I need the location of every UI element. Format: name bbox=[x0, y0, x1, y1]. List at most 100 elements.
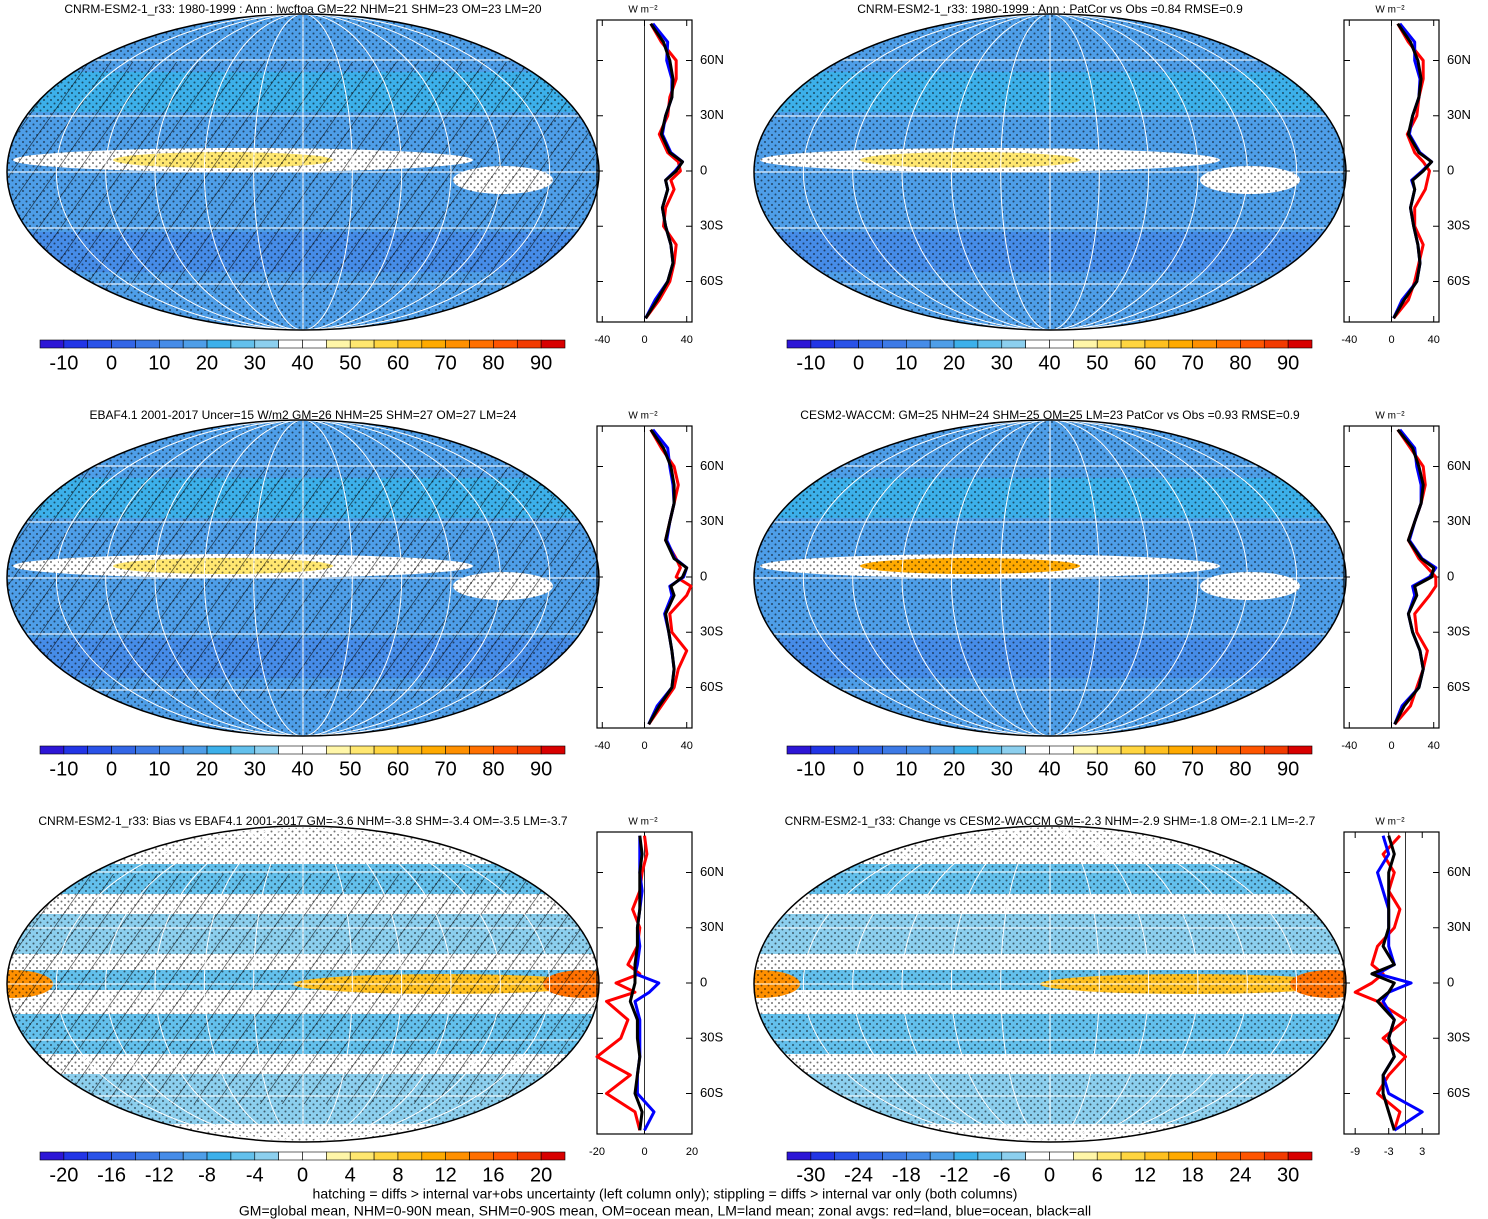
colorbar-label: 80 bbox=[482, 352, 504, 374]
colorbar-box bbox=[953, 745, 979, 755]
colorbar-box bbox=[1216, 339, 1241, 349]
colorbar-box bbox=[302, 1151, 327, 1161]
y-tick-label: 30N bbox=[1447, 513, 1471, 528]
map-border bbox=[753, 13, 1347, 331]
colorbar-box bbox=[230, 1151, 256, 1161]
colorbar-label: 0 bbox=[1044, 1164, 1055, 1186]
graticule bbox=[105, 420, 501, 736]
units-label: W m⁻² bbox=[628, 5, 658, 16]
colorbar-label: 0 bbox=[106, 352, 117, 374]
x-tick-label: 0 bbox=[1388, 740, 1394, 752]
y-tick-label: 0 bbox=[700, 162, 707, 177]
colorbar-label: 0 bbox=[106, 758, 117, 780]
zonal-line bbox=[1392, 22, 1434, 320]
x-tick-label: 0 bbox=[641, 1146, 647, 1158]
colorbar-box bbox=[63, 745, 89, 755]
colorbar-label: -24 bbox=[844, 1164, 873, 1186]
colorbar-label: 0 bbox=[853, 352, 864, 374]
x-tick-label: 0 bbox=[641, 334, 647, 346]
colorbar-box bbox=[373, 745, 399, 755]
colorbar-box bbox=[882, 1151, 907, 1161]
colorbar-box bbox=[445, 745, 470, 755]
y-tick-label: 60N bbox=[1447, 458, 1471, 473]
colorbar-box bbox=[254, 339, 279, 349]
colorbar-label: -20 bbox=[49, 1164, 78, 1186]
y-tick-label: 60N bbox=[700, 864, 724, 879]
colorbar-box bbox=[278, 1151, 303, 1161]
colorbar-label: 0 bbox=[297, 1164, 308, 1186]
colorbar-label: 40 bbox=[291, 352, 313, 374]
colorbar-label: 60 bbox=[387, 758, 409, 780]
graticule bbox=[55, 420, 551, 736]
colorbar-box bbox=[953, 339, 979, 349]
colorbar-box bbox=[1168, 745, 1193, 755]
graticule bbox=[852, 826, 1248, 1142]
colorbar-box bbox=[493, 339, 518, 349]
map-border bbox=[753, 419, 1347, 737]
colorbar-label: 18 bbox=[1182, 1164, 1204, 1186]
zonal-line bbox=[647, 428, 693, 726]
colorbar-box bbox=[1025, 1151, 1050, 1161]
graticule bbox=[950, 14, 1150, 330]
y-tick-label: 60N bbox=[1447, 864, 1471, 879]
colorbar-box bbox=[1263, 339, 1289, 349]
colorbar-box bbox=[326, 745, 351, 755]
graticule bbox=[901, 826, 1199, 1142]
colorbar-box bbox=[63, 1151, 89, 1161]
panel-title: CNRM-ESM2-1_r33: Bias vs EBAF4.1 2001-20… bbox=[38, 814, 568, 828]
graticule bbox=[852, 420, 1248, 736]
colorbar-box bbox=[469, 339, 494, 349]
colorbar-box bbox=[516, 1151, 542, 1161]
units-label: W m⁻² bbox=[628, 411, 658, 422]
colorbar-label: 70 bbox=[435, 352, 457, 374]
x-tick-label: -40 bbox=[1341, 740, 1357, 752]
colorbar-label: 50 bbox=[1086, 758, 1108, 780]
x-tick-label: -9 bbox=[1350, 1146, 1360, 1158]
map-border bbox=[6, 419, 600, 737]
y-tick-label: 30N bbox=[700, 107, 724, 122]
colorbar-box bbox=[1192, 1151, 1217, 1161]
colorbar-box bbox=[302, 339, 327, 349]
colorbar-label: -10 bbox=[49, 758, 78, 780]
colorbar-label: 90 bbox=[530, 758, 552, 780]
colorbar-label: 80 bbox=[1229, 352, 1251, 374]
colorbar-label: 6 bbox=[1092, 1164, 1103, 1186]
colorbar-box bbox=[39, 745, 65, 755]
colorbar-box bbox=[493, 745, 518, 755]
y-tick-label: 60S bbox=[700, 1085, 723, 1100]
map bbox=[754, 420, 1346, 736]
units-label: W m⁻² bbox=[628, 817, 658, 828]
colorbar-box bbox=[159, 745, 184, 755]
y-tick-label: 30N bbox=[700, 919, 724, 934]
graticule bbox=[950, 826, 1150, 1142]
colorbar-box bbox=[1096, 745, 1122, 755]
y-tick-label: 60N bbox=[700, 52, 724, 67]
colorbar-box bbox=[111, 339, 136, 349]
colorbar-label: 80 bbox=[1229, 758, 1251, 780]
colorbar-box bbox=[977, 339, 1003, 349]
colorbar-box bbox=[278, 339, 303, 349]
colorbar-box bbox=[421, 1151, 446, 1161]
colorbar-box bbox=[1120, 1151, 1146, 1161]
panel-title: CESM2-WACCM: GM=25 NHM=24 SHM=25 OM=25 L… bbox=[800, 408, 1300, 422]
colorbar-box bbox=[1120, 745, 1146, 755]
colorbar-box bbox=[469, 1151, 494, 1161]
colorbar-box bbox=[1240, 339, 1265, 349]
y-tick-label: 0 bbox=[700, 974, 707, 989]
colorbar-box bbox=[929, 745, 955, 755]
colorbar-label: 16 bbox=[482, 1164, 504, 1186]
y-tick-label: 30N bbox=[1447, 107, 1471, 122]
map bbox=[7, 420, 599, 736]
colorbar-box bbox=[1073, 1151, 1098, 1161]
colorbar-label: 30 bbox=[244, 758, 266, 780]
colorbar-box bbox=[349, 745, 375, 755]
colorbar-label: 12 bbox=[1134, 1164, 1156, 1186]
colorbar-box bbox=[349, 339, 375, 349]
panel: CNRM-ESM2-1_r33: Bias vs EBAF4.1 2001-20… bbox=[6, 814, 724, 1186]
graticule bbox=[802, 14, 1298, 330]
map bbox=[754, 826, 1346, 1142]
colorbar-label: 90 bbox=[530, 352, 552, 374]
colorbar-label: 70 bbox=[1182, 758, 1204, 780]
y-tick-label: 30S bbox=[700, 624, 723, 639]
colorbar-box bbox=[135, 745, 160, 755]
